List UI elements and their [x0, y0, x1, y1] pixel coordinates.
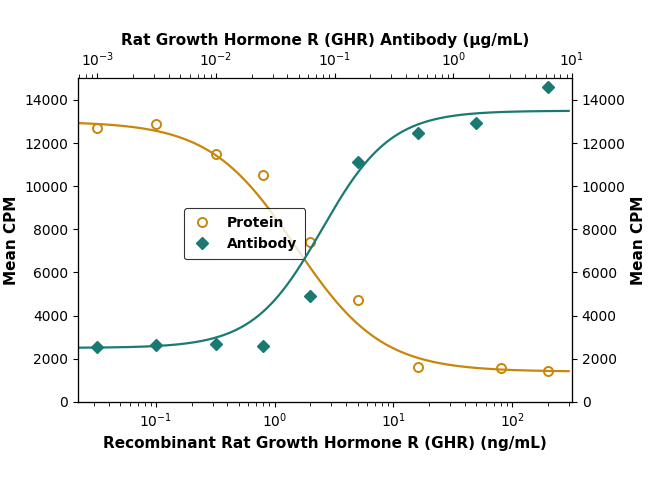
Y-axis label: Mean CPM: Mean CPM [631, 196, 646, 285]
Protein [497, 366, 504, 371]
Y-axis label: Mean CPM: Mean CPM [4, 196, 19, 285]
Antibody [152, 342, 160, 347]
X-axis label: Rat Growth Hormone R (GHR) Antibody (μg/mL): Rat Growth Hormone R (GHR) Antibody (μg/… [121, 32, 529, 48]
Antibody [413, 130, 421, 136]
Antibody [354, 160, 361, 166]
Line: Protein: Protein [93, 119, 552, 375]
Protein [413, 365, 421, 370]
Antibody [307, 293, 315, 299]
Antibody [473, 120, 480, 125]
Line: Antibody: Antibody [93, 82, 552, 351]
Antibody [212, 341, 220, 346]
Legend: Protein, Antibody: Protein, Antibody [184, 208, 306, 259]
X-axis label: Recombinant Rat Growth Hormone R (GHR) (ng/mL): Recombinant Rat Growth Hormone R (GHR) (… [103, 436, 547, 451]
Antibody [544, 84, 552, 90]
Protein [212, 151, 220, 157]
Protein [94, 125, 101, 131]
Antibody [94, 344, 101, 350]
Antibody [259, 343, 267, 349]
Protein [544, 368, 552, 373]
Protein [259, 172, 267, 178]
Protein [152, 121, 160, 126]
Protein [307, 239, 315, 245]
Protein [354, 297, 361, 303]
